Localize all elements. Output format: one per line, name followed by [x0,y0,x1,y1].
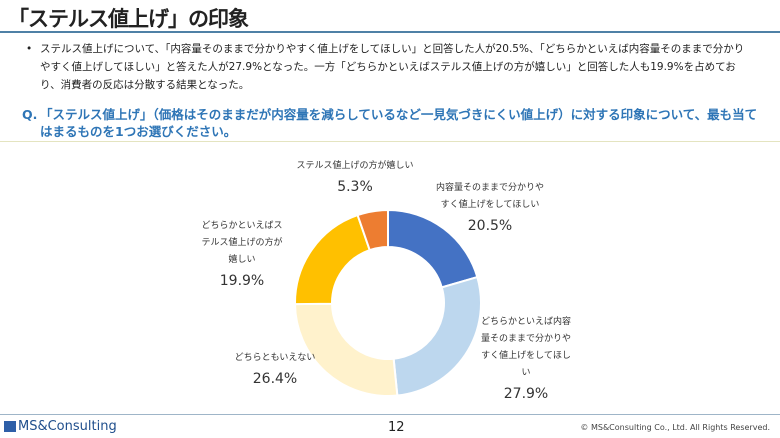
slice-label-1-text: どちらかといえば内容量そのままで分かりやすく値上げをしてほしい [480,317,571,378]
bullet-dot: • [26,43,33,55]
slice-label-4-text: ステルス値上げの方が嬉しい [296,161,414,171]
slice-label-3: どちらかといえばステルス値上げの方が嬉しい 19.9% [200,218,284,293]
slice-value-3: 19.9% [219,273,265,289]
summary-text: ステルス値上げについて、「内容量そのままで分かりやすく値上げをしてほしい」と回答… [40,43,745,91]
slice-value-0: 20.5% [467,218,513,234]
donut-slice-3 [294,213,371,306]
page-title: 「ステルス値上げ」の印象 [8,7,249,31]
donut-slice-1 [392,275,482,397]
question: Q. 「ステルス値上げ」（価格はそのままだが内容量を減らしているなど一見気づきにく… [22,106,762,140]
slice-label-3-text: どちらかといえばステルス値上げの方が嬉しい [201,221,283,265]
slice-label-4: ステルス値上げの方が嬉しい 5.3% [280,158,430,199]
slice-label-0: 内容量そのままで分かりやすく値上げをしてほしい 20.5% [430,180,550,238]
slice-value-4: 5.3% [337,179,373,195]
question-prefix: Q. [22,107,38,122]
footer-divider [0,414,780,415]
copyright: © MS&Consulting Co., Ltd. All Rights Res… [580,423,770,432]
donut-slice-4 [356,208,389,252]
question-text: 「ステルス値上げ」（価格はそのままだが内容量を減らしているなど一見気づきにくい値… [40,107,758,139]
donut-slice-2 [293,302,399,397]
company-logo: MS&Consulting [4,419,117,434]
slice-label-2-text: どちらともいえない [234,353,316,363]
slice-label-2: どちらともいえない 26.4% [220,350,330,391]
title-divider [0,31,780,33]
logo-text: MS&Consulting [18,419,117,434]
summary-bullet: • ステルス値上げについて、「内容量そのままで分かりやすく値上げをしてほしい」と回… [26,40,746,94]
slice-value-2: 26.4% [252,371,298,387]
question-divider [0,141,780,142]
slice-label-0-text: 内容量そのままで分かりやすく値上げをしてほしい [435,183,544,210]
page-number: 12 [388,420,405,435]
slice-value-1: 27.9% [503,386,549,402]
slice-label-1: どちらかといえば内容量そのままで分かりやすく値上げをしてほしい 27.9% [478,314,574,406]
logo-mark-icon [4,421,16,432]
